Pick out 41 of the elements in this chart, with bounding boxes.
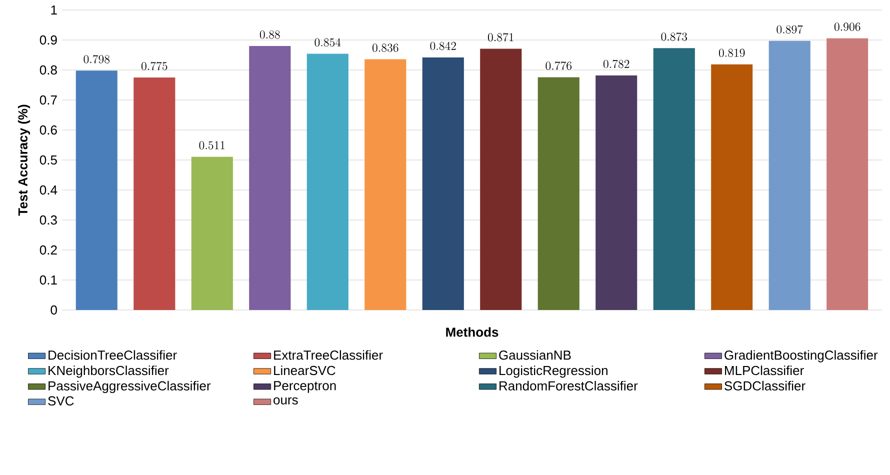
x-axis-title: Methods (446, 327, 498, 337)
y-tick-label: 0 (50, 305, 57, 315)
legend-label: GradientBoostingClassifier (724, 350, 878, 362)
data-label: 0.836 (372, 44, 398, 52)
legend-label: MLPClassifier (725, 366, 804, 376)
data-label: 0.897 (776, 25, 803, 34)
legend-label: DecisionTreeClassifier (48, 350, 177, 360)
y-tick-label: 0.4 (40, 185, 58, 195)
data-label: 0.819 (718, 48, 745, 58)
y-tick-label: 0.2 (40, 245, 57, 255)
y-tick-label: 0.5 (40, 155, 57, 165)
legend-label: ours (274, 397, 298, 404)
legend-label: RandomForestClassifier (500, 380, 638, 390)
data-label: 0.775 (142, 62, 168, 70)
legend-label: SGDClassifier (724, 380, 806, 390)
y-tick-label: 0.1 (40, 275, 57, 285)
legend-label: SVC (48, 396, 74, 406)
y-axis-title: Test Accuracy (%) (18, 104, 30, 216)
y-tick-label: 1 (51, 6, 57, 14)
data-label: 0.906 (834, 22, 860, 31)
legend-label: KNeighborsClassifier (48, 366, 169, 378)
legend-label: Perceptron (274, 381, 336, 393)
legend-label: ExtraTreeClassifier (274, 350, 383, 360)
y-tick-label: 0.7 (40, 95, 57, 105)
data-label: 0.798 (84, 54, 110, 64)
y-tick-label: 0.6 (40, 125, 57, 135)
y-tick-label: 0.3 (40, 215, 57, 225)
y-tick-label: 0.9 (40, 35, 57, 45)
data-label: 0.88 (260, 30, 280, 39)
data-label: 0.854 (314, 38, 341, 47)
legend-label: LogisticRegression (500, 366, 608, 378)
data-label: 0.511 (199, 141, 225, 150)
legend-label: GaussianNB (499, 350, 571, 360)
data-label: 0.776 (546, 62, 572, 70)
data-label: 0.842 (430, 42, 456, 50)
data-label: 0.873 (661, 32, 687, 41)
y-tick-label: 0.8 (40, 65, 57, 75)
data-label: 0.782 (603, 60, 630, 68)
legend-label: LinearSVC (274, 366, 336, 376)
legend-label: PassiveAggressiveClassifier (48, 380, 211, 394)
data-label: 0.871 (488, 33, 514, 42)
